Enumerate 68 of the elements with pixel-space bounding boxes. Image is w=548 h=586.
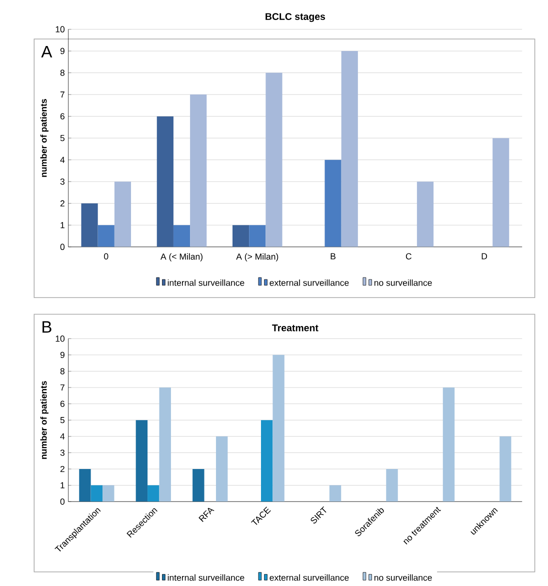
y-tick-label: 9 [60, 352, 64, 358]
y-tick-label: 3 [60, 450, 64, 456]
chart-title: Treatment [272, 324, 318, 332]
bar [136, 420, 148, 502]
x-tick-label: 0 [104, 253, 108, 260]
bar [156, 116, 174, 247]
bar [260, 420, 272, 502]
text: A [40, 46, 52, 58]
y-tick-label: 5 [60, 135, 64, 142]
y-tick-label: 6 [60, 113, 64, 120]
bar [98, 225, 114, 247]
y-tick-label: 4 [60, 433, 64, 440]
y-tick-label: 8 [60, 70, 64, 76]
y-tick-label: 0 [60, 498, 64, 505]
bar [192, 469, 204, 502]
bar [81, 203, 98, 247]
y-tick-label: 5 [60, 417, 64, 424]
bar [147, 485, 160, 502]
bar [114, 182, 131, 247]
y-tick-label: 10 [56, 26, 64, 32]
y-tick-label: 1 [60, 482, 64, 488]
bar [416, 182, 434, 247]
x-tick-label: D [482, 253, 487, 260]
y-tick-label: 7 [60, 384, 64, 391]
x-tick-label: RFA [198, 508, 214, 522]
y-axis-title: number of patients [40, 381, 48, 459]
y-tick-label: 6 [60, 400, 64, 407]
legend-label: external surveillance [270, 574, 349, 581]
x-tick-label: B [330, 253, 336, 260]
bar [329, 485, 341, 502]
text: B [42, 321, 52, 333]
bar [173, 225, 190, 247]
bar [159, 388, 171, 502]
bar [272, 354, 284, 502]
y-tick-label: 2 [60, 466, 64, 472]
bar [341, 51, 358, 247]
bar [78, 469, 91, 502]
bar [324, 160, 342, 247]
y-axis-title: number of patients [40, 99, 48, 177]
bar [190, 94, 206, 247]
y-tick-label: 9 [60, 48, 64, 54]
bar [248, 225, 266, 247]
bar [492, 138, 509, 247]
y-tick-label: 0 [60, 244, 64, 250]
y-tick-label: 3 [60, 178, 64, 185]
legend-label: external surveillance [270, 279, 349, 286]
bar [442, 388, 454, 502]
x-tick-label: A (< Milan) [160, 253, 202, 262]
legend-label: internal surveillance [168, 574, 244, 581]
y-tick-label: 2 [60, 200, 64, 206]
bar [232, 225, 249, 247]
y-tick-label: 7 [60, 92, 64, 98]
bar [386, 469, 398, 502]
bar [102, 485, 114, 502]
legend-label: no surveillance [374, 279, 432, 286]
bar [90, 485, 102, 502]
bar [265, 72, 282, 247]
x-tick-label: C [406, 253, 412, 260]
bar [216, 436, 228, 502]
chart-title: BCLC stages [265, 13, 325, 22]
bar [499, 436, 512, 502]
x-tick-label: A (> Milan) [236, 253, 278, 262]
y-tick-label: 1 [60, 222, 64, 228]
y-tick-label: 8 [60, 368, 64, 374]
legend-label: internal surveillance [168, 279, 244, 286]
y-tick-label: 4 [60, 156, 64, 163]
legend-label: no surveillance [374, 574, 432, 581]
y-tick-label: 10 [56, 336, 64, 342]
